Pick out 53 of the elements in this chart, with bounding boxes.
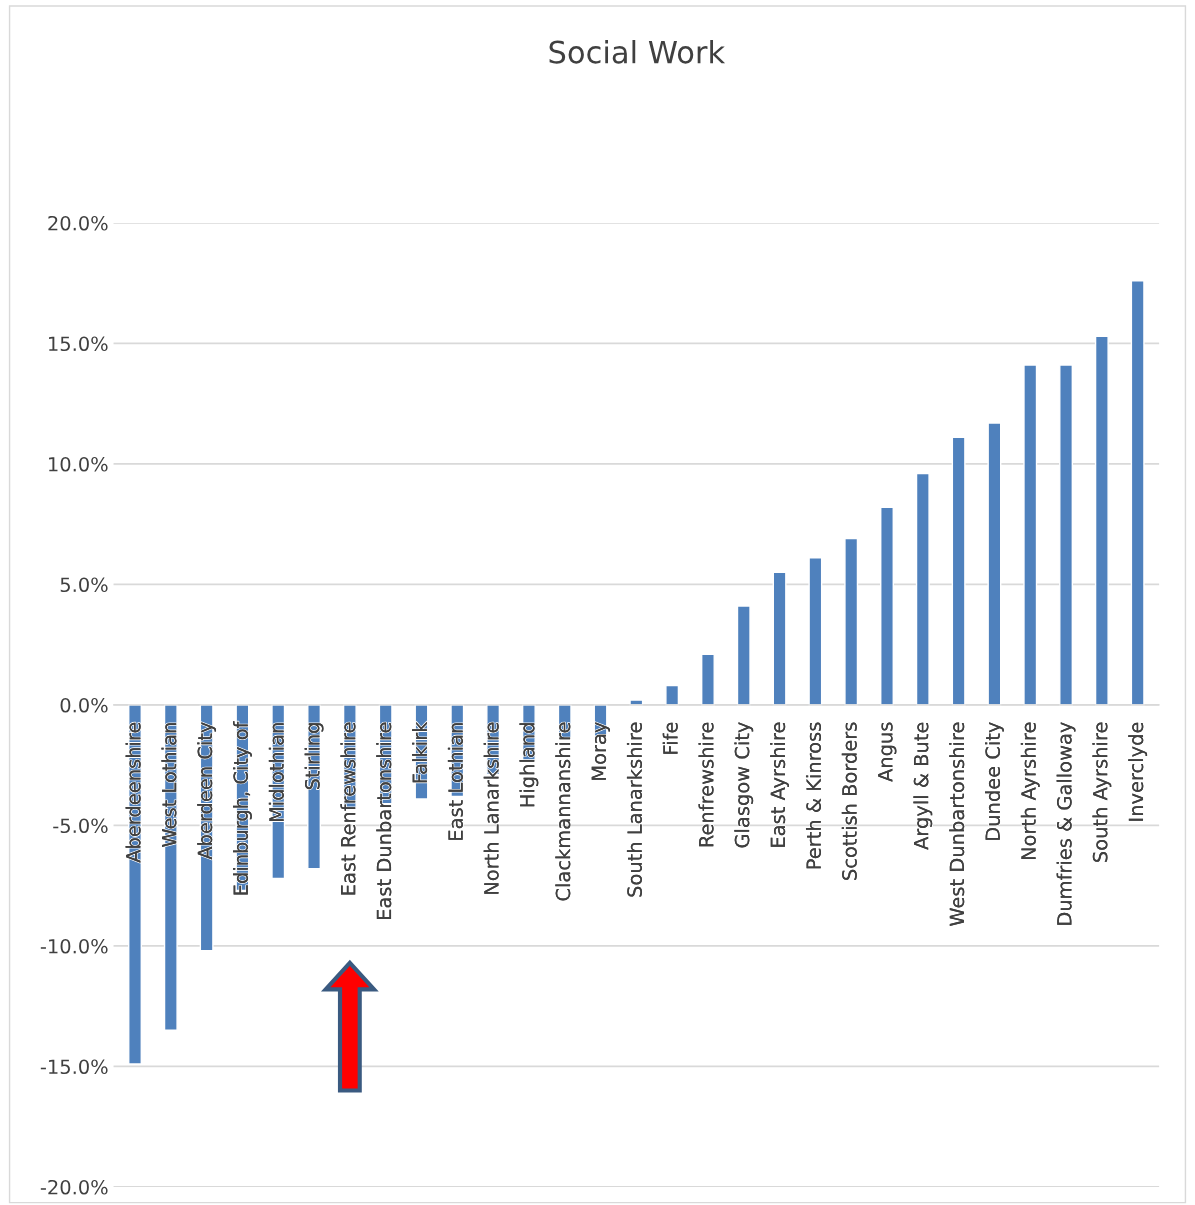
- bar: [665, 684, 680, 706]
- bar: [844, 537, 859, 706]
- y-tick-label: -10.0%: [40, 938, 108, 954]
- x-tick-label: Renfrewshire: [698, 722, 714, 847]
- x-tick-label: Aberdeen City: [197, 722, 217, 860]
- bar: [880, 506, 894, 706]
- x-tick-label: Midlothian: [268, 723, 284, 822]
- bar: [1130, 280, 1145, 706]
- y-tick-label: 10.0%: [49, 456, 108, 472]
- bar: [808, 557, 823, 706]
- x-tick-label: Clackmannanshire: [555, 722, 571, 901]
- bar: [915, 472, 930, 706]
- x-tick-label: West Dunbartonshire: [949, 722, 965, 927]
- bar: [1094, 335, 1109, 706]
- y-tick-label: 5.0%: [60, 577, 108, 593]
- x-tick-label: North Lanarkshire: [483, 722, 499, 894]
- x-tick-label: East Lothian: [447, 723, 463, 840]
- x-tick-label: Falkirk: [412, 721, 428, 783]
- x-tick-label: South Lanarkshire: [626, 722, 642, 897]
- x-tick-label: Aberdeenshire: [125, 722, 141, 863]
- x-tick-label: Dundee City: [985, 722, 1004, 840]
- x-tick-label: Angus: [878, 722, 897, 782]
- bar: [987, 422, 1002, 706]
- y-tick-label: 0.0%: [60, 697, 108, 713]
- x-tick-label: South Ayrshire: [1092, 722, 1112, 862]
- bar: [1023, 364, 1038, 706]
- bar: [951, 436, 966, 706]
- x-tick-label: Perth & Kinross: [805, 722, 822, 869]
- bar: [736, 605, 751, 706]
- bar: [772, 571, 787, 706]
- x-tick-label: Glasgow City: [734, 722, 754, 848]
- x-tick-label: Fife: [662, 722, 678, 754]
- y-tick-label: 20.0%: [48, 215, 108, 231]
- chart-title: Social Work: [549, 39, 726, 64]
- x-tick-label: Inverclyde: [1128, 722, 1148, 821]
- y-tick-label: -20.0%: [40, 1179, 108, 1195]
- y-tick-label: -15.0%: [40, 1059, 108, 1075]
- bar: [700, 653, 715, 706]
- x-tick-label: Argyll & Bute: [913, 722, 933, 850]
- y-tick-label: 15.0%: [49, 336, 108, 352]
- x-tick-label: Edinburgh, City of: [233, 721, 252, 895]
- x-tick-label: East Renfrewshire: [340, 722, 356, 895]
- x-tick-label: Dumfries & Galloway: [1056, 722, 1076, 925]
- x-tick-label: Stirling: [304, 723, 324, 790]
- x-tick-label: East Dunbartonshire: [376, 722, 392, 919]
- x-tick-label: Scottish Borders: [841, 722, 857, 880]
- x-tick-label: West Lothian: [161, 723, 177, 847]
- x-tick-label: Highland: [519, 723, 539, 807]
- x-tick-label: North Ayrshire: [1020, 722, 1040, 860]
- bar: [1059, 364, 1074, 706]
- x-tick-label: Moray: [591, 722, 610, 780]
- y-tick-label: -5.0%: [53, 818, 108, 834]
- x-tick-label: East Ayrshire: [770, 722, 789, 847]
